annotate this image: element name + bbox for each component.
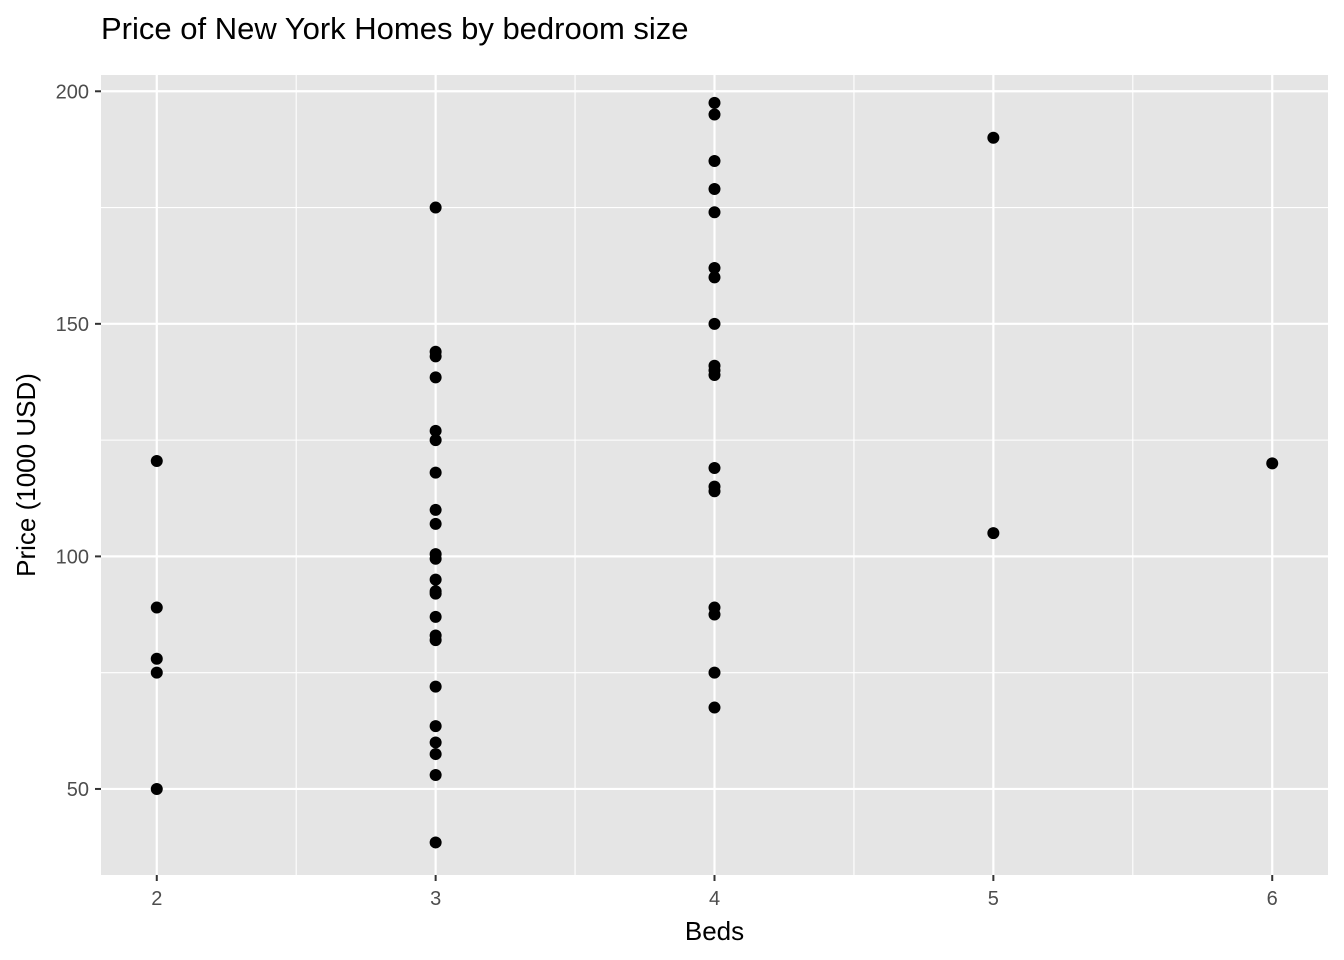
y-tick-label: 50 [67, 779, 89, 801]
scatter-point [708, 262, 721, 275]
scatter-point [708, 369, 721, 381]
scatter-point [708, 182, 721, 195]
chart-title: Price of New York Homes by bedroom size [101, 11, 689, 46]
scatter-point [150, 782, 163, 795]
scatter-point [429, 587, 442, 600]
x-tick-label: 5 [988, 888, 999, 910]
scatter-point [429, 573, 442, 586]
scatter-point [708, 317, 721, 330]
x-tick-label: 2 [151, 888, 162, 910]
scatter-point [150, 666, 163, 679]
scatter-point [429, 424, 442, 437]
y-tick-label: 150 [56, 314, 89, 336]
scatter-point [429, 517, 442, 530]
y-tick-label: 100 [56, 546, 89, 568]
y-axis-title: Price (1000 USD) [11, 373, 41, 577]
scatter-point [150, 455, 163, 468]
scatter-point [150, 601, 163, 614]
x-axis-title: Beds [685, 916, 744, 946]
y-axis-ticks: 50 100 150 200 [56, 81, 101, 801]
scatter-point [708, 108, 721, 121]
y-tick-label: 200 [56, 81, 89, 103]
scatter-point [429, 503, 442, 516]
scatter-point [429, 769, 442, 781]
scatter-point [429, 434, 442, 447]
scatter-point [429, 201, 442, 214]
scatter-point [429, 552, 442, 565]
x-tick-label: 4 [709, 888, 720, 910]
scatter-point [429, 350, 442, 363]
scatter-point [708, 666, 721, 679]
scatter-point [429, 720, 442, 733]
scatter-point [708, 608, 721, 621]
scatter-point [987, 131, 1000, 144]
scatter-point [708, 701, 721, 714]
scatter-point [429, 466, 442, 479]
scatter-point [708, 271, 721, 284]
scatter-point [1266, 457, 1279, 470]
scatter-point [429, 736, 442, 749]
scatter-point [429, 371, 442, 384]
scatter-point [708, 485, 721, 498]
scatter-point [708, 462, 721, 475]
x-tick-label: 6 [1267, 888, 1278, 910]
scatter-point [150, 652, 163, 665]
x-axis-ticks: 2 3 4 5 6 [151, 875, 1278, 910]
data-points [150, 96, 1279, 849]
scatter-point [429, 610, 442, 623]
scatter-point [708, 96, 721, 109]
scatter-point [987, 527, 1000, 540]
x-tick-label: 3 [430, 888, 441, 910]
scatter-point [429, 748, 442, 761]
scatter-point [429, 634, 442, 647]
scatter-point [429, 680, 442, 693]
scatter-point [708, 206, 721, 219]
scatter-point [429, 836, 442, 849]
scatter-point [708, 155, 721, 168]
